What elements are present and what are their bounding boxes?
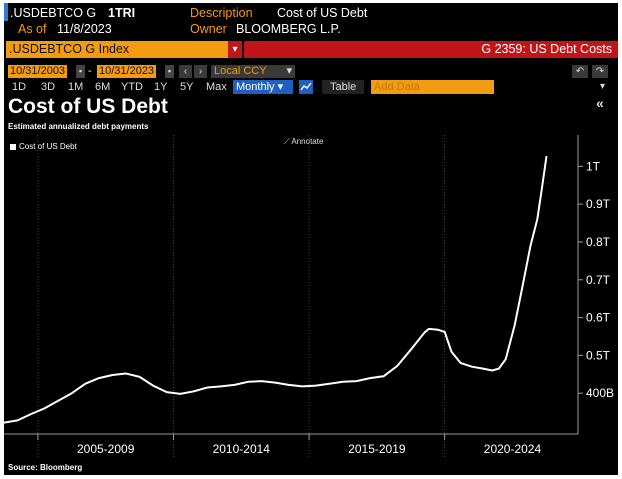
- source-note: Source: Bloomberg: [8, 463, 83, 472]
- x-tick-label: 2010-2014: [213, 442, 271, 456]
- start-date-input[interactable]: 10/31/2003: [8, 65, 68, 78]
- frequency-select[interactable]: Monthly ▾: [233, 80, 293, 94]
- chart-name-bar: G 2359: US Debt Costs: [244, 41, 618, 58]
- y-tick-label: 1T: [586, 159, 601, 173]
- currency-label: Local CCY: [214, 65, 267, 77]
- y-tick-label: 0.8T: [586, 235, 611, 249]
- index-dropdown[interactable]: ▾: [228, 41, 242, 58]
- description-value: Cost of US Debt: [277, 6, 368, 20]
- x-tick-label: 2005-2009: [77, 442, 135, 456]
- ticker-symbol: .USDEBTCO G: [10, 6, 97, 20]
- legend-swatch[interactable]: [10, 144, 16, 150]
- period-3d[interactable]: 3D: [41, 81, 56, 93]
- annotate-label: Annotate: [291, 137, 324, 146]
- y-tick-label: 400B: [586, 386, 614, 400]
- chevron-down-icon: ▾: [286, 65, 292, 77]
- add-data-input[interactable]: Add Data: [371, 80, 494, 94]
- series-line: [4, 155, 548, 424]
- ticker-value: 1TRI: [108, 6, 136, 20]
- line-chart-icon[interactable]: [299, 80, 313, 94]
- x-tick-label: 2020-2024: [484, 442, 542, 456]
- owner-value: BLOOMBERG L.P.: [236, 22, 341, 36]
- chevron-left-icon[interactable]: ‹: [179, 65, 192, 78]
- end-date-input[interactable]: 10/31/2023: [97, 65, 157, 78]
- asof-label: As of: [18, 22, 47, 36]
- asof-date: 11/8/2023: [57, 22, 112, 36]
- y-tick-label: 0.9T: [586, 197, 611, 211]
- period-max[interactable]: Max: [206, 81, 227, 93]
- legend-label: Cost of US Debt: [19, 142, 77, 151]
- calendar-icon[interactable]: ▪: [165, 65, 174, 78]
- y-tick-label: 0.6T: [586, 311, 611, 325]
- x-tick-label: 2015-2019: [348, 442, 406, 456]
- ticker-accent: [4, 3, 8, 21]
- chart-plot: 2005-2009 2010-2014 2015-2019 2020-2024 400B…: [4, 135, 614, 457]
- period-ytd[interactable]: YTD: [121, 81, 143, 93]
- redo-icon[interactable]: ↷: [592, 65, 608, 78]
- undo-icon[interactable]: ↶: [572, 65, 588, 78]
- y-tick-label: 0.5T: [586, 348, 611, 362]
- period-1y[interactable]: 1Y: [154, 81, 168, 93]
- terminal-window: .USDEBTCO G 1TRI Description Cost of US …: [4, 3, 618, 475]
- annotate-button[interactable]: ⟋ Annotate: [284, 137, 323, 147]
- chart-title: Cost of US Debt: [8, 95, 168, 118]
- description-label: Description: [190, 6, 253, 20]
- period-5y[interactable]: 5Y: [180, 81, 194, 93]
- chevron-down-icon[interactable]: ▾: [600, 81, 606, 92]
- period-1d[interactable]: 1D: [12, 81, 27, 93]
- date-separator: -: [88, 65, 92, 77]
- pencil-icon: ⟋: [284, 137, 292, 146]
- y-tick-label: 0.7T: [586, 273, 611, 287]
- double-chevron-left-icon[interactable]: «: [596, 95, 604, 111]
- chart-subtitle: Estimated annualized debt payments: [8, 122, 149, 131]
- calendar-icon[interactable]: ▪: [76, 65, 85, 78]
- currency-select[interactable]: Local CCY ▾: [211, 65, 295, 78]
- chevron-right-icon[interactable]: ›: [194, 65, 207, 78]
- index-field[interactable]: .USDEBTCO G Index: [6, 41, 237, 58]
- owner-label: Owner: [190, 22, 227, 36]
- period-6m[interactable]: 6M: [95, 81, 111, 93]
- period-1m[interactable]: 1M: [68, 81, 84, 93]
- table-button[interactable]: Table: [322, 80, 365, 94]
